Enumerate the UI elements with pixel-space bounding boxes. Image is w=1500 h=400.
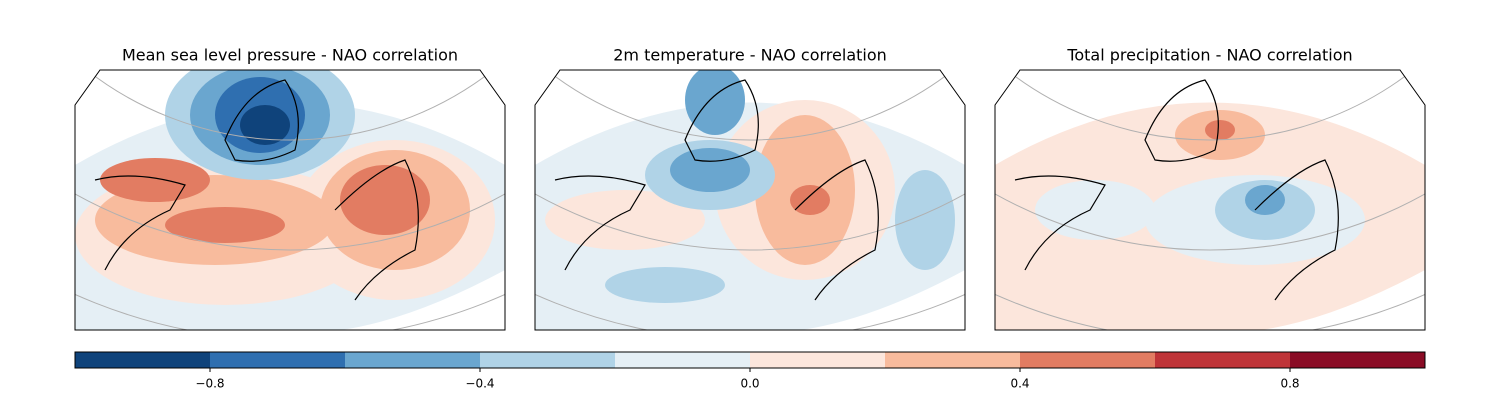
graticule [75,70,505,141]
colorbar-segment [1020,352,1155,368]
panel-title: Mean sea level pressure - NAO correlatio… [122,46,458,65]
colorbar-segment [1290,352,1425,368]
field-contour [240,105,290,145]
field-contour [670,148,750,192]
coastline [94,159,419,301]
colorbar-tick-label: −0.8 [195,377,224,391]
field-contour [340,165,430,235]
coastline [684,79,759,162]
colorbar-segment [210,352,345,368]
map-panel [74,69,506,331]
colorbar: −0.8 −0.4 0.0 0.4 0.8 [74,351,1426,391]
coastline [554,159,879,301]
field-contour [1035,180,1155,240]
coastline [224,79,299,162]
field-contour [1205,120,1235,140]
map-panel [534,69,966,331]
colorbar-segment [345,352,480,368]
colorbar-segment [1155,352,1290,368]
colorbar-tick-label: 0.4 [1010,377,1029,391]
colorbar-segment [750,352,885,368]
colorbar-segment [75,352,210,368]
colorbar-segment [885,352,1020,368]
panel-title: 2m temperature - NAO correlation [613,46,887,65]
graticule [535,70,965,251]
field-contour [895,170,955,270]
field-contour [545,190,705,250]
field-contour [100,158,210,202]
colorbar-segment [480,352,615,368]
map-frame [534,69,966,331]
graticule [535,70,965,141]
coastline [1014,159,1339,301]
map-frame [74,69,506,331]
coastline [1144,79,1219,162]
field-contour [605,267,725,303]
colorbar-tick-label: 0.0 [740,377,759,391]
map-panel [994,69,1426,331]
colorbar-tick-label: 0.8 [1280,377,1299,391]
graticule [995,70,1425,251]
field-contour [685,70,745,135]
panel-title: Total precipitation - NAO correlation [1066,46,1352,65]
field-contour [165,207,285,243]
field-contour [790,185,830,215]
colorbar-segment [615,352,750,368]
graticule [995,70,1425,141]
graticule [75,70,505,251]
colorbar-tick-label: −0.4 [465,377,494,391]
map-frame [994,69,1426,331]
